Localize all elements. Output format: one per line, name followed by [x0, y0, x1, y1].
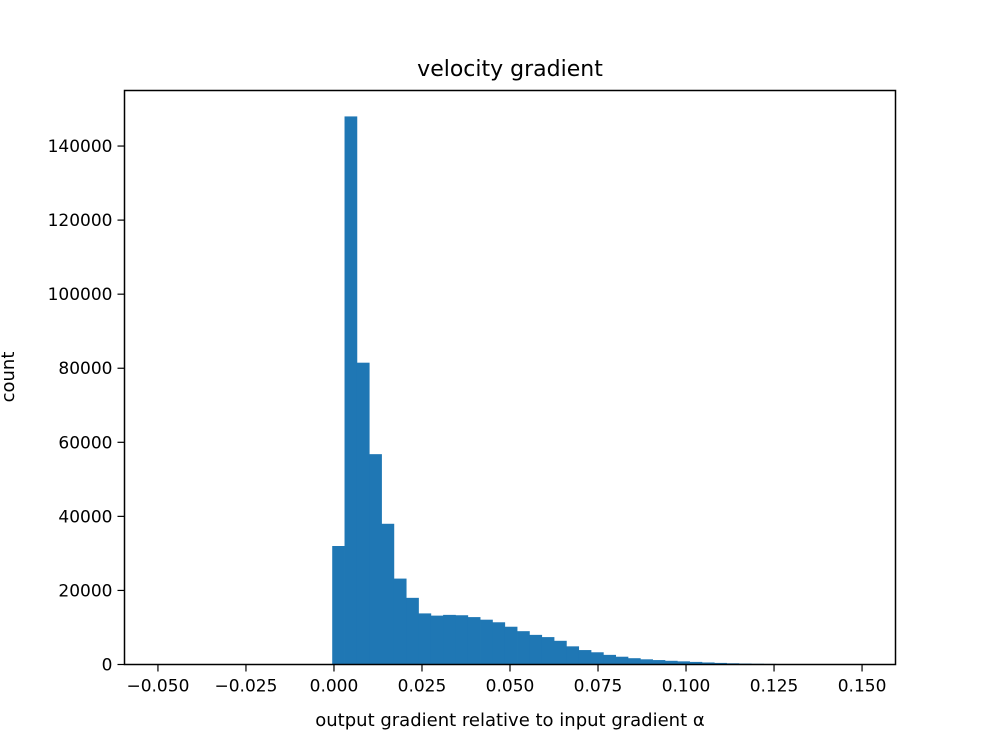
y-tick-label: 20000 — [58, 581, 112, 601]
histogram-bar — [431, 616, 444, 665]
y-tick-label: 120000 — [48, 211, 113, 231]
histogram-bar — [443, 615, 456, 665]
y-tick-label: 0 — [102, 656, 113, 676]
histogram-bar — [579, 650, 592, 664]
histogram-bar — [369, 454, 382, 664]
x-tick-label: −0.050 — [126, 677, 189, 697]
chart-title: velocity gradient — [417, 57, 603, 82]
histogram-bar — [603, 655, 616, 665]
x-tick-label: −0.025 — [214, 677, 277, 697]
x-tick-label: 0.150 — [838, 677, 887, 697]
histogram-bar — [480, 620, 493, 665]
histogram-bar — [542, 637, 555, 664]
y-tick-label: 140000 — [48, 137, 113, 157]
histogram-bar — [394, 579, 407, 665]
x-tick-label: 0.050 — [486, 677, 535, 697]
x-tick-label: 0.000 — [310, 677, 359, 697]
histogram-bar — [628, 658, 641, 664]
histogram-bar — [418, 613, 431, 664]
x-axis-label: output gradient relative to input gradie… — [315, 710, 704, 731]
histogram-bar — [357, 363, 370, 665]
y-tick-label: 80000 — [58, 359, 112, 379]
x-tick-label: 0.075 — [574, 677, 623, 697]
y-tick-label: 60000 — [58, 433, 112, 453]
histogram-bar — [345, 116, 358, 664]
histogram-bar — [468, 617, 481, 664]
histogram-bar — [382, 524, 395, 665]
histogram-bar — [616, 657, 629, 665]
histogram-bar — [455, 615, 468, 664]
y-tick-label: 100000 — [48, 285, 113, 305]
histogram-bar — [591, 652, 604, 664]
x-tick-label: 0.100 — [662, 677, 711, 697]
histogram-bar — [332, 546, 345, 665]
histogram-bar — [517, 631, 530, 664]
y-tick-label: 40000 — [58, 507, 112, 527]
histogram-bar — [406, 598, 419, 665]
y-axis-label: count — [0, 352, 19, 403]
histogram-bar — [640, 659, 653, 664]
x-tick-label: 0.125 — [750, 677, 799, 697]
histogram-bar — [492, 622, 505, 664]
x-tick-label: 0.025 — [398, 677, 447, 697]
histogram-bar — [566, 646, 579, 664]
histogram-bar — [529, 635, 542, 665]
histogram-bar — [554, 641, 567, 665]
histogram-bar — [505, 627, 518, 665]
